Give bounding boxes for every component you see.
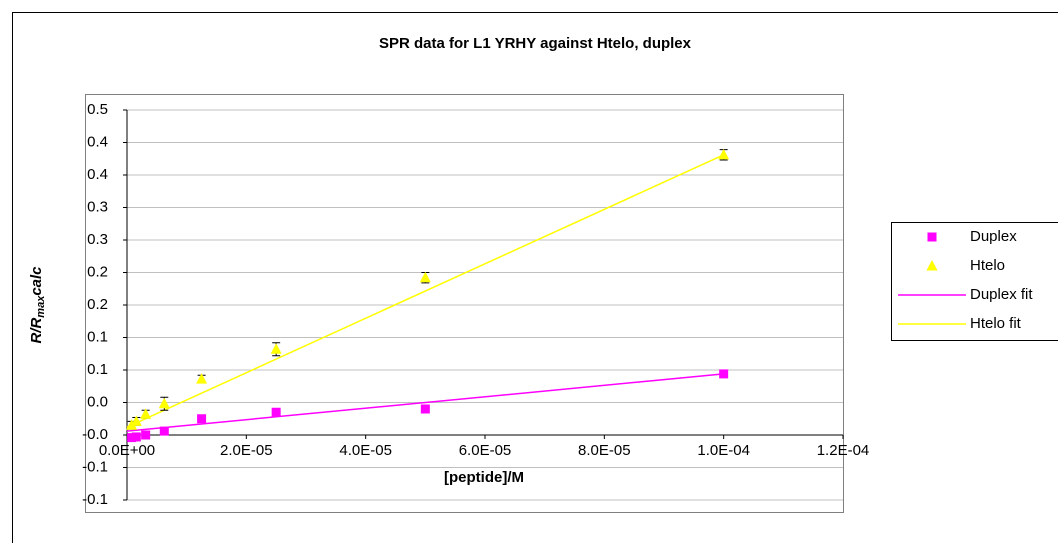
point <box>158 397 170 409</box>
point <box>141 430 151 440</box>
y-tick-label: 0.4 <box>87 133 108 150</box>
legend-label: Duplex fit <box>970 286 1033 303</box>
point <box>270 343 282 354</box>
x-tick-label: 6.0E-05 <box>459 442 512 459</box>
point <box>271 407 281 417</box>
y-tick-label: 0.1 <box>87 328 108 345</box>
legend <box>891 222 1058 341</box>
fit-line <box>126 154 724 428</box>
legend-label: Duplex <box>970 228 1017 245</box>
point <box>419 271 431 283</box>
point <box>719 369 729 379</box>
y-tick-label: 0.2 <box>87 296 108 313</box>
legend-label: Htelo fit <box>970 315 1022 332</box>
point <box>140 408 152 419</box>
legend-swatch <box>927 232 937 242</box>
point <box>718 148 730 160</box>
legend-swatch <box>926 260 938 271</box>
x-tick-label: 2.0E-05 <box>220 442 273 459</box>
x-tick-label: 8.0E-05 <box>578 442 631 459</box>
y-tick-label: 0.2 <box>87 263 108 280</box>
legend-label: Htelo <box>970 257 1005 274</box>
x-tick-label: 4.0E-05 <box>339 442 392 459</box>
point <box>131 432 141 442</box>
x-tick-label: 0.0E+00 <box>99 442 155 459</box>
point <box>420 404 430 414</box>
x-axis-label: [peptide]/M <box>444 469 524 486</box>
x-tick-label: 1.2E-04 <box>817 442 870 459</box>
y-axis-label: R/Rmaxcalc <box>28 266 47 344</box>
point <box>159 426 169 436</box>
y-label-end: calc <box>28 266 45 296</box>
fit-line <box>126 373 724 432</box>
point <box>197 414 207 424</box>
y-tick-label: 0.3 <box>87 198 108 215</box>
y-tick-label: 0.5 <box>87 101 108 118</box>
y-tick-label: 0.4 <box>87 166 108 183</box>
y-tick-label: 0.1 <box>87 361 108 378</box>
y-tick-label: -0.1 <box>82 491 108 508</box>
y-tick-label: 0.3 <box>87 231 108 248</box>
point <box>130 415 142 426</box>
y-tick-label: -0.0 <box>82 426 108 443</box>
y-tick-label: -0.1 <box>82 458 108 475</box>
y-label-main: R/R <box>28 318 45 344</box>
y-label-sub: max <box>35 295 47 318</box>
x-tick-label: 1.0E-04 <box>697 442 750 459</box>
point <box>196 373 208 384</box>
chart-title: SPR data for L1 YRHY against Htelo, dupl… <box>379 35 692 52</box>
y-tick-label: 0.0 <box>87 393 108 410</box>
point <box>127 433 137 443</box>
plot-area <box>85 94 844 513</box>
